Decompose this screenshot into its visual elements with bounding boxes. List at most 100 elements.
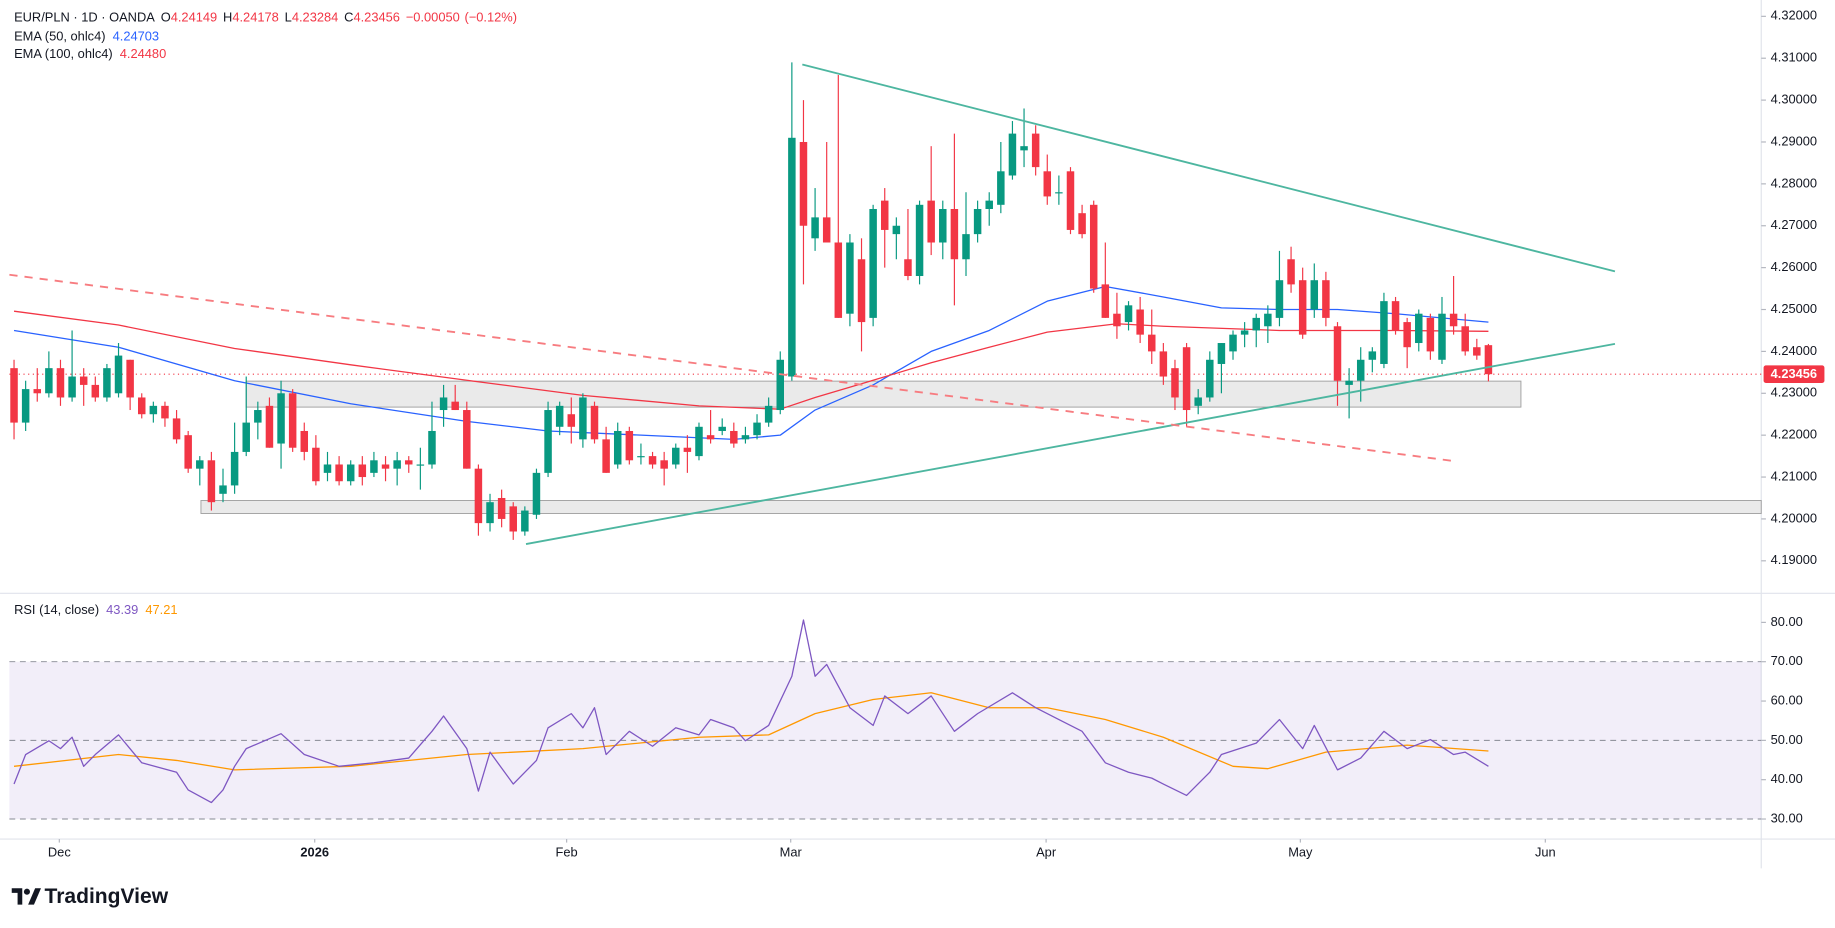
candle-body <box>172 418 181 440</box>
last-price-label: 4.23456 <box>1771 366 1817 381</box>
candle-body <box>405 460 413 465</box>
candle-body <box>207 460 216 503</box>
candle-body <box>985 200 993 209</box>
candle-body <box>451 401 459 411</box>
brand-logo[interactable] <box>11 888 41 905</box>
candle-body <box>1391 301 1400 331</box>
candle-body <box>613 430 622 465</box>
candle-body <box>904 259 912 277</box>
legend-item: H <box>223 10 232 25</box>
candle-body <box>288 393 297 448</box>
candle-body <box>33 389 42 394</box>
candle-body <box>79 376 88 385</box>
candle-body <box>1484 345 1493 375</box>
candle-body <box>1043 171 1052 197</box>
candle-body <box>1020 146 1028 151</box>
legend-item: C <box>344 10 353 25</box>
candle-body <box>857 259 866 323</box>
candle-body <box>300 430 309 452</box>
candle-body <box>1461 326 1469 352</box>
y-tick-label: 4.32000 <box>1771 8 1817 23</box>
candle-body <box>1298 280 1307 335</box>
candle-body <box>1403 322 1411 348</box>
legend-item: EMA (50, ohlc4) <box>14 29 106 44</box>
candle-body <box>1101 284 1110 318</box>
candle-body <box>741 435 750 440</box>
candle-body <box>683 447 692 452</box>
rsi-ma-line <box>13 692 1489 771</box>
candle-body <box>1113 313 1121 327</box>
candle-body <box>393 460 401 469</box>
x-tick-label: Jun <box>1535 845 1556 860</box>
candle-body <box>497 497 506 519</box>
trendline <box>802 63 1616 273</box>
candle-body <box>509 506 517 532</box>
candle-body <box>21 389 30 423</box>
candle-body <box>1368 351 1377 360</box>
brand: TradingView <box>45 885 169 908</box>
legend: EMA (50, ohlc4) 4.24703 <box>14 29 159 44</box>
y-tick-label: 4.25000 <box>1771 301 1817 316</box>
legend-item: 4.24480 <box>120 46 166 61</box>
candle-body <box>335 464 343 482</box>
x-tick-label: Apr <box>1036 845 1057 860</box>
candle-body <box>822 217 831 243</box>
legend-item: 4.23456 <box>353 10 399 25</box>
candle-body <box>265 405 274 448</box>
legend: EUR/PLN · 1D · OANDA O4.24149 H4.24178 L4.2… <box>14 10 517 25</box>
candle-body <box>1380 301 1388 364</box>
candle-body <box>1089 204 1098 289</box>
candle-body <box>1415 313 1423 344</box>
candle-body <box>346 464 355 482</box>
candle-body <box>370 460 378 473</box>
candle-body <box>1345 380 1353 385</box>
rsi-y-tick-label: 60.00 <box>1771 692 1803 707</box>
logo-mark <box>28 888 41 905</box>
legend: EMA (100, ohlc4) 4.24480 <box>14 46 166 61</box>
candle-body <box>56 368 65 398</box>
candle-body <box>799 141 808 226</box>
candle-body <box>718 426 726 431</box>
candle-body <box>1322 280 1330 318</box>
y-tick-label: 4.27000 <box>1771 217 1817 232</box>
candle-body <box>1287 259 1295 285</box>
candle-body <box>312 447 320 482</box>
candle-body <box>91 384 100 398</box>
candle-body <box>962 234 970 260</box>
candle-body <box>1008 133 1017 176</box>
candle-body <box>764 405 773 423</box>
candle-body <box>161 405 169 419</box>
x-tick-label: 2026 <box>300 845 329 860</box>
candle-body <box>695 426 703 457</box>
candle-body <box>555 405 564 427</box>
candle-body <box>1206 359 1214 398</box>
y-tick-label: 4.31000 <box>1771 50 1817 65</box>
candle-body <box>637 456 645 458</box>
ema-line <box>13 310 1489 410</box>
candle-body <box>532 472 541 515</box>
candle-body <box>1066 171 1075 230</box>
candle-body <box>1426 317 1435 352</box>
candle-body <box>358 464 367 478</box>
y-tick-label: 4.29000 <box>1771 133 1817 148</box>
candle-body <box>219 485 227 494</box>
legend-item: 4.24178 <box>232 10 278 25</box>
candle-body <box>277 393 285 444</box>
candle-body <box>1356 359 1365 381</box>
candle-body <box>579 397 587 440</box>
candle-body <box>753 422 761 436</box>
candle-body <box>1438 313 1446 360</box>
y-tick-label: 4.26000 <box>1771 259 1817 274</box>
candle-body <box>997 171 1005 205</box>
candle-body <box>68 376 76 398</box>
candle-body <box>1171 368 1179 398</box>
legend-item: 4.24703 <box>113 29 159 44</box>
trendline <box>525 342 1616 545</box>
rsi-y-tick-label: 30.00 <box>1771 810 1803 825</box>
legend-item: (−0.12%) <box>464 10 517 25</box>
legend-item: RSI (14, close) <box>14 602 99 617</box>
legend-item: L <box>285 10 292 25</box>
candle-body <box>114 355 123 394</box>
candle-body <box>254 410 262 423</box>
